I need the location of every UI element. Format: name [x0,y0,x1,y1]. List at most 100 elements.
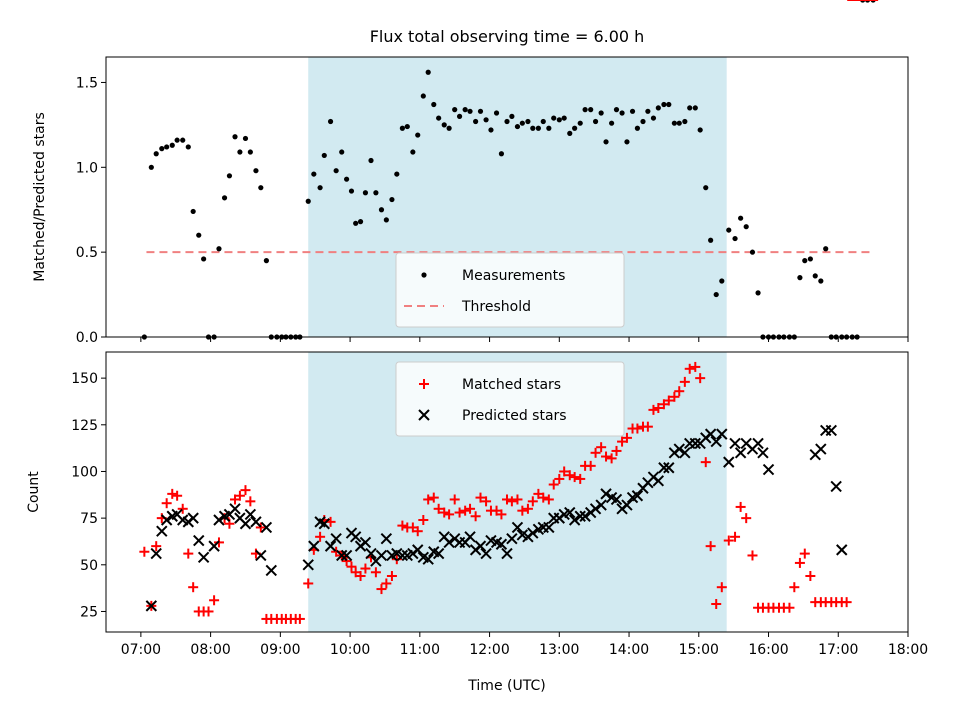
predicted-point [365,547,377,560]
matched-point [841,597,852,608]
data-point [509,113,515,119]
predicted-point [239,518,252,530]
data-point [378,207,385,213]
data-point [353,220,359,226]
y-tick-label: 50 [80,558,98,574]
predicted-point [595,499,607,511]
predicted-point [830,480,842,493]
data-point [613,107,620,113]
predicted-point [652,475,665,487]
matched-point [439,507,450,518]
matched-point [648,404,659,415]
matched-point [386,571,397,581]
matched-point [517,505,528,516]
predicted-point [432,547,445,560]
data-point [333,168,339,174]
data-point [634,125,641,131]
bottom-y-label: Count [26,471,42,513]
x-tick-label: 07:00 [121,642,161,658]
matched-point [669,391,680,402]
matched-point [481,496,492,507]
predicted-point [600,488,612,500]
top-x-ticks [140,337,909,342]
matched-point [423,494,434,505]
matched-point [172,490,183,501]
predicted-point [255,549,267,562]
data-point [493,110,500,116]
data-point [624,139,630,145]
matched-point [370,567,381,578]
x-tick-label: 11:00 [400,642,440,658]
data-point [473,118,479,125]
matched-point [183,548,194,559]
data-point [232,134,238,140]
matched-point [789,582,800,593]
matched-point [585,460,596,471]
legend-entry: Threshold [404,299,531,315]
matched-point [695,373,706,384]
predicted-point [208,540,220,552]
predicted-point [464,531,476,543]
predicted-point [729,437,741,450]
data-point [242,135,249,142]
data-point [719,278,725,284]
data-point [802,258,808,264]
matched-point [805,571,816,581]
data-point [807,256,813,262]
matched-point [331,546,342,557]
predicted-point [621,499,633,511]
data-point [561,115,567,121]
matched-point [538,492,549,503]
predicted-point [265,564,277,577]
predicted-point [156,525,168,537]
matched-point [711,599,722,609]
data-point [619,110,625,116]
predicted-point [443,536,455,549]
matched-point [449,494,460,505]
bottom-points [139,0,879,624]
data-point [317,185,323,191]
y-tick-label: 150 [71,371,98,387]
legend-swatch [418,409,430,421]
data-point [661,101,667,108]
data-point [436,115,442,121]
predicted-point [564,506,576,519]
data-point [357,219,364,225]
predicted-point [589,503,602,515]
series-matched-stars [139,0,879,624]
data-point [732,235,738,242]
data-point [743,224,749,230]
predicted-point [820,424,832,437]
data-point [425,69,431,75]
matched-point [559,466,570,477]
matched-point [799,548,810,559]
data-point [671,120,677,126]
data-point [592,118,599,125]
data-point [603,139,609,145]
predicted-point [150,547,162,560]
predicted-point [752,437,764,450]
y-tick-label: 1.0 [76,160,98,176]
predicted-point [610,493,623,506]
data-point [368,157,374,164]
data-point [577,120,583,126]
top-y-axis: 0.0 0.5 1.0 1.5 [76,75,106,346]
predicted-point [308,540,320,552]
data-point [216,246,222,252]
matched-point [522,503,533,514]
predicted-point [474,540,487,552]
data-point [755,290,761,296]
data-point [818,278,824,284]
data-point [321,152,327,159]
matched-point [606,453,617,464]
matched-point [621,432,632,443]
matched-point [611,445,622,456]
matched-point [460,505,471,516]
matched-point [303,578,314,589]
matched-point [418,515,429,525]
bottom-x-axis: 07:00 08:00 09:00 10:00 11:00 12:00 13:00 14:00… [121,632,928,658]
matched-point [151,541,162,552]
matched-point [444,509,455,520]
predicted-point [340,549,353,562]
x-tick-label: 12:00 [469,642,509,658]
